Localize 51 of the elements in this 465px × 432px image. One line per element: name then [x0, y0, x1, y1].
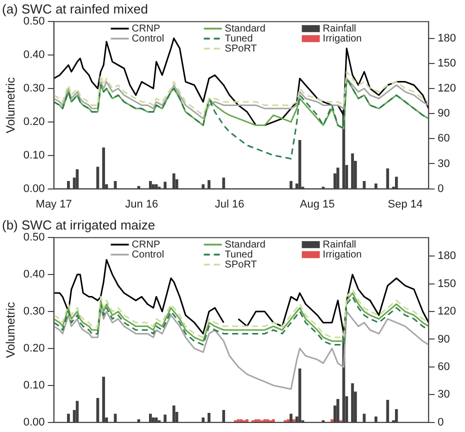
y-tick-label: 0.40: [23, 49, 45, 62]
x-tick-label: May 17: [36, 198, 72, 210]
y-tick-label: 0.30: [23, 306, 45, 318]
legend-label: Standard: [224, 239, 266, 250]
legend-label: Rainfall: [322, 239, 356, 250]
x-tick-label: Jun 16: [125, 198, 158, 210]
y2-tick-label: 0: [438, 416, 444, 428]
legend-label: Control: [132, 249, 164, 260]
y-tick-label: 0.50: [23, 232, 45, 244]
legend-label: Tuned: [224, 33, 253, 44]
y2-tick-label: 150: [438, 278, 456, 290]
y-axis-title: Volumetric: [4, 302, 18, 358]
y2-tick-label: 180: [438, 32, 456, 44]
y-tick-label: 0.30: [23, 82, 45, 95]
y-tick-label: 0.20: [23, 116, 45, 128]
chart-title: (a) SWC at rainfed mixed: [2, 1, 148, 16]
chart-title: (b) SWC at irrigated maize: [2, 217, 156, 232]
y2-tick-label: 30: [438, 388, 450, 401]
x-tick-label: Sep 14: [388, 198, 423, 210]
y2-tick-label: 60: [438, 360, 450, 373]
legend-label: SPoRT: [224, 43, 257, 54]
y2-tick-label: 120: [438, 82, 456, 95]
legend-label: Control: [132, 33, 164, 44]
y-tick-label: 0.00: [23, 182, 45, 195]
legend-label: Standard: [224, 23, 266, 34]
legend-label: SPoRT: [224, 259, 257, 270]
y-tick-label: 0.40: [23, 268, 45, 281]
legend-label: Rainfall: [322, 23, 356, 34]
y-tick-label: 0.10: [23, 149, 45, 162]
y-tick-label: 0.00: [23, 416, 45, 428]
y2-tick-label: 120: [438, 306, 456, 318]
y2-tick-label: 60: [438, 132, 450, 145]
legend-label: CRNP: [132, 239, 160, 250]
y2-tick-label: 90: [438, 333, 450, 346]
legend-label: CRNP: [132, 23, 160, 34]
y2-tick-label: 90: [438, 108, 450, 120]
y2-tick-label: 0: [438, 182, 444, 195]
y-tick-label: 0.20: [23, 342, 45, 355]
y2-tick-label: 180: [438, 250, 456, 262]
x-tick-label: Aug 15: [300, 198, 335, 210]
line-series: [54, 71, 429, 116]
y-tick-label: 0.50: [23, 16, 45, 28]
legend-label: Irrigation: [322, 249, 362, 260]
y-tick-label: 0.10: [23, 379, 45, 392]
x-tick-label: Jul 16: [214, 198, 244, 210]
y2-tick-label: 150: [438, 57, 456, 70]
line-series: [54, 78, 429, 160]
y2-tick-label: 30: [438, 158, 450, 170]
y-axis-title: Volumetric: [4, 77, 18, 134]
legend-label: Irrigation: [322, 33, 362, 44]
legend-label: Tuned: [224, 249, 253, 260]
